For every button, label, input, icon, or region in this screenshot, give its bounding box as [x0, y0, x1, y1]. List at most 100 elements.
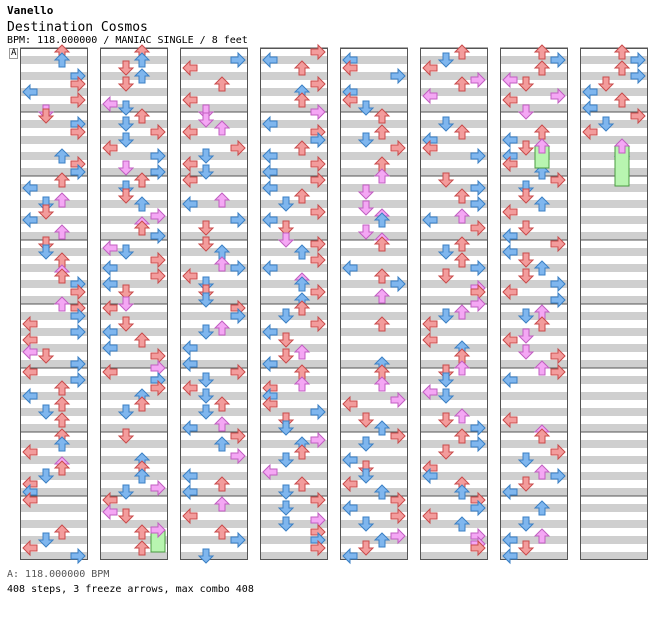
right-arrow-icon [470, 295, 486, 313]
beat-stripe-dark [420, 200, 488, 208]
left-arrow-shape [502, 203, 518, 221]
beat-stripe-dark [180, 424, 248, 432]
beat-stripe-dark [340, 280, 408, 288]
beat-stripe-light [20, 400, 88, 408]
beat-stripe-dark [180, 376, 248, 384]
left-arrow-shape [502, 547, 518, 565]
chart-info: BPM: 118.000000 / MANIAC SINGLE / 8 feet [7, 35, 248, 46]
left-arrow-icon [342, 547, 358, 565]
beat-stripe-light [340, 208, 408, 216]
beat-stripe-light [340, 544, 408, 552]
up-arrow-shape [213, 76, 231, 92]
up-arrow-shape [53, 460, 71, 476]
up-arrow-icon [133, 540, 151, 556]
up-arrow-icon [133, 396, 151, 412]
left-arrow-icon [502, 131, 518, 149]
left-arrow-icon [262, 179, 278, 197]
beat-stripe-dark [260, 536, 328, 544]
up-arrow-shape [533, 60, 551, 76]
beat-stripe-dark [580, 72, 648, 80]
down-arrow-icon [597, 116, 615, 132]
down-arrow-icon [517, 452, 535, 468]
down-arrow-icon [117, 404, 135, 420]
left-arrow-icon [502, 155, 518, 173]
left-arrow-shape [342, 395, 358, 413]
beat-stripe-dark [260, 424, 328, 432]
beat-stripe-light [420, 224, 488, 232]
beat-stripe-dark [100, 360, 168, 368]
beat-stripe-dark [260, 408, 328, 416]
down-arrow-shape [197, 112, 215, 128]
beat-stripe-light [420, 144, 488, 152]
right-arrow-icon [230, 363, 246, 381]
down-arrow-shape [437, 388, 455, 404]
down-arrow-icon [197, 236, 215, 252]
left-arrow-shape [22, 387, 38, 405]
down-arrow-shape [517, 476, 535, 492]
beat-stripe-light [340, 448, 408, 456]
up-arrow-shape [453, 484, 471, 500]
right-arrow-icon [310, 315, 326, 333]
beat-stripe-dark [100, 72, 168, 80]
right-arrow-icon [470, 179, 486, 197]
beat-stripe-dark [340, 504, 408, 512]
left-arrow-shape [502, 91, 518, 109]
down-arrow-shape [37, 348, 55, 364]
beat-stripe-dark [260, 504, 328, 512]
beat-stripe-light [580, 432, 648, 440]
beat-stripe-light [580, 480, 648, 488]
up-arrow-shape [453, 188, 471, 204]
beat-stripe-light [340, 176, 408, 184]
beat-stripe-dark [100, 56, 168, 64]
up-arrow-shape [53, 296, 71, 312]
beat-stripe-light [340, 496, 408, 504]
down-arrow-icon [117, 284, 135, 300]
beat-stripe-light [260, 272, 328, 280]
beat-stripe-light [500, 432, 568, 440]
up-arrow-icon [133, 196, 151, 212]
left-arrow-shape [422, 59, 438, 77]
up-arrow-icon [613, 44, 631, 60]
left-arrow-icon [502, 531, 518, 549]
beat-stripe-dark [20, 536, 88, 544]
left-arrow-shape [262, 259, 278, 277]
up-arrow-icon [53, 148, 71, 164]
up-arrow-shape [533, 528, 551, 544]
beat-stripe-light [500, 256, 568, 264]
beat-stripe-light [100, 112, 168, 120]
up-arrow-icon [373, 532, 391, 548]
beat-stripe-light [100, 304, 168, 312]
up-arrow-icon [293, 140, 311, 156]
down-arrow-icon [357, 100, 375, 116]
beat-stripe-light [420, 256, 488, 264]
down-arrow-shape [197, 236, 215, 252]
down-arrow-icon [197, 404, 215, 420]
beat-stripe-light [100, 208, 168, 216]
beat-stripe-light [100, 336, 168, 344]
beat-stripe-dark [180, 440, 248, 448]
right-arrow-icon [310, 171, 326, 189]
left-arrow-icon [22, 491, 38, 509]
beat-stripe-light [340, 64, 408, 72]
down-arrow-icon [37, 468, 55, 484]
down-arrow-shape [357, 224, 375, 240]
up-arrow-shape [373, 316, 391, 332]
beat-stripe-light [100, 176, 168, 184]
down-arrow-icon [117, 76, 135, 92]
beat-stripe-light [500, 480, 568, 488]
beat-stripe-dark [500, 56, 568, 64]
left-arrow-icon [502, 243, 518, 261]
up-arrow-shape [373, 236, 391, 252]
beat-stripe-dark [20, 232, 88, 240]
beat-stripe-dark [580, 184, 648, 192]
beat-stripe-light [340, 352, 408, 360]
beat-stripe-dark [340, 376, 408, 384]
up-arrow-shape [373, 484, 391, 500]
column-border [180, 48, 248, 560]
left-arrow-icon [102, 95, 118, 113]
beat-stripe-dark [180, 456, 248, 464]
left-arrow-shape [422, 139, 438, 157]
up-arrow-icon [533, 316, 551, 332]
beat-stripe-light [100, 320, 168, 328]
up-arrow-icon [453, 516, 471, 532]
